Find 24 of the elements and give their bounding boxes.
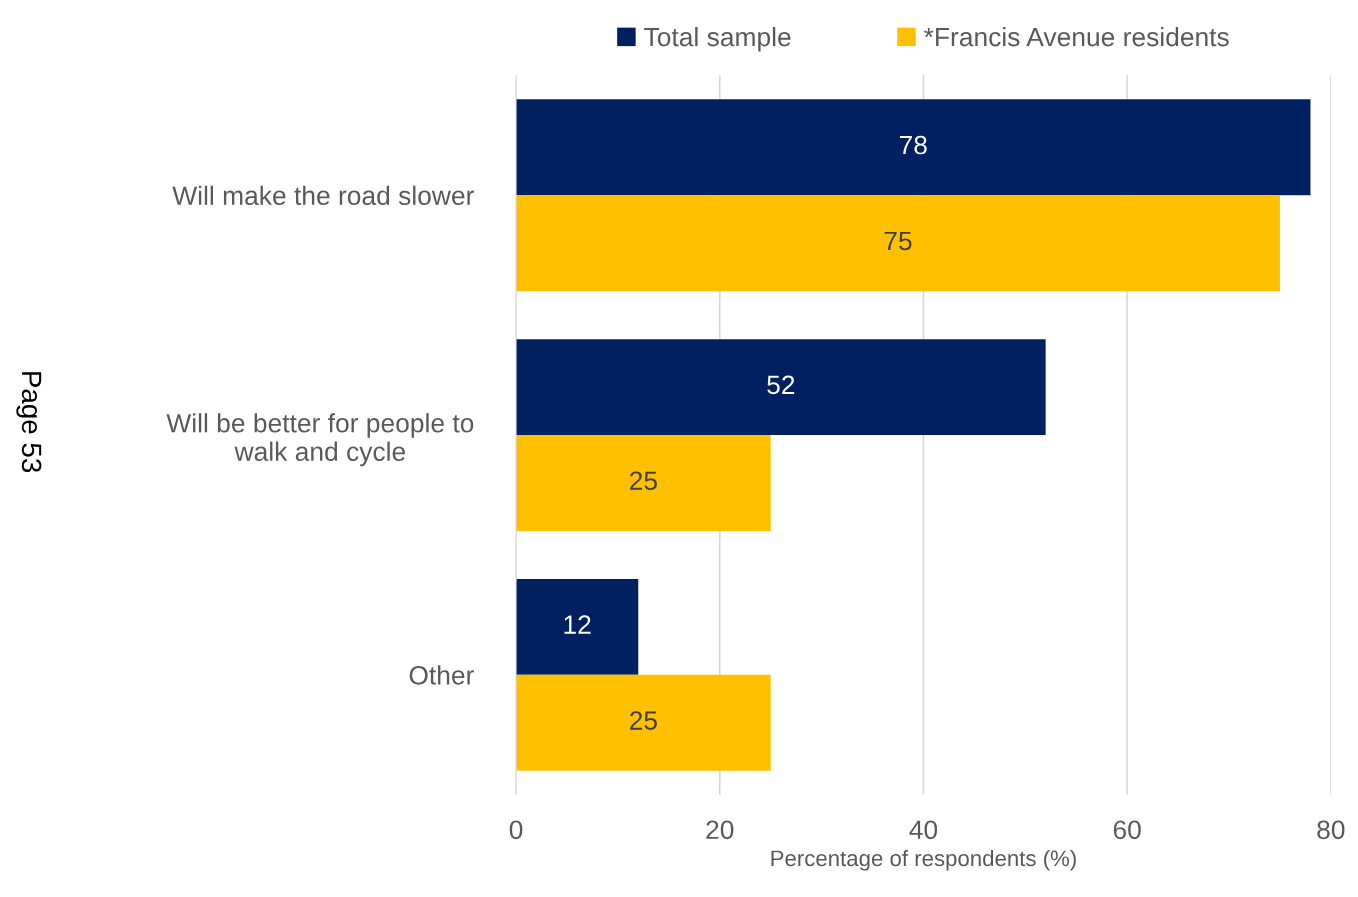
bar: [516, 674, 771, 771]
data-label: 75: [884, 231, 912, 251]
y-tick-label: Will make the road slower: [172, 185, 474, 206]
data-label: 52: [767, 375, 795, 395]
y-tick-label: Other: [409, 665, 474, 685]
x-tick-label: 80: [1317, 820, 1345, 840]
legend-label: Total sample: [644, 27, 791, 52]
y-tick-label: Will be better for people to walk and cycle: [166, 413, 474, 467]
bar: [516, 435, 771, 531]
data-label: 25: [630, 471, 657, 491]
bar: [516, 578, 639, 675]
x-tick-label: 20: [706, 820, 734, 840]
bar: [516, 339, 1046, 436]
data-label: 25: [630, 711, 657, 730]
x-tick-label: 0: [509, 820, 523, 840]
bar: [516, 99, 1311, 196]
data-label: 78: [899, 135, 927, 155]
x-axis-title: Percentage of respondents (%): [771, 849, 1076, 871]
legend-label: *Francis Avenue residents: [924, 27, 1229, 47]
x-tick-label: 60: [1113, 820, 1141, 840]
text: Page 53: [16, 372, 42, 473]
bar: [516, 195, 1280, 292]
data-label: 12: [564, 615, 591, 634]
x-tick-label: 40: [909, 820, 938, 840]
